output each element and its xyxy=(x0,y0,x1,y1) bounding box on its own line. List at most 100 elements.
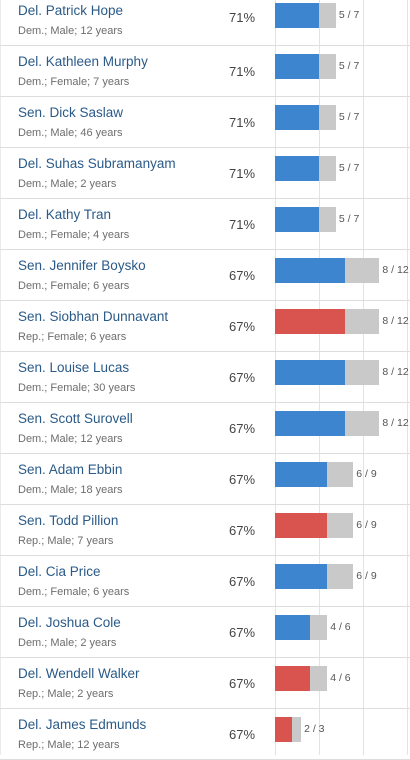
vote-bar-track xyxy=(275,717,302,742)
legislator-name-link[interactable]: Del. Suhas Subramanyam xyxy=(18,156,176,171)
vote-bar-fill xyxy=(275,3,319,28)
list-left-border xyxy=(0,0,1,755)
vote-bar-fill xyxy=(275,105,319,130)
legislator-details: Dem.; Male; 46 years xyxy=(18,127,123,139)
list-item[interactable]: Sen. Scott Surovell Dem.; Male; 12 years 6… xyxy=(0,403,410,454)
legislator-details: Dem.; Male; 12 years xyxy=(18,433,123,445)
list-item[interactable]: Del. Cia Price Dem.; Female; 6 years 67% 6 … xyxy=(0,556,410,607)
list-item[interactable]: Sen. Adam Ebbin Dem.; Male; 18 years 67% 6 … xyxy=(0,454,410,505)
legislator-details: Dem.; Male; 2 years xyxy=(18,178,117,190)
list-item[interactable]: Del. James Edmunds Rep.; Male; 12 years 67… xyxy=(0,709,410,760)
agreement-percent: 71% xyxy=(229,166,256,181)
vote-bar-track xyxy=(275,258,380,283)
vote-bar-fill xyxy=(275,258,345,283)
legislator-details: Rep.; Male; 7 years xyxy=(18,535,114,547)
legislator-details: Dem.; Female; 7 years xyxy=(18,76,130,88)
legislator-details: Dem.; Male; 2 years xyxy=(18,637,117,649)
agreement-percent: 71% xyxy=(229,10,256,25)
list-item[interactable]: Sen. Jennifer Boysko Dem.; Female; 6 year… xyxy=(0,250,410,301)
list-item[interactable]: Sen. Louise Lucas Dem.; Female; 30 years 6… xyxy=(0,352,410,403)
vote-bar-fill xyxy=(275,666,310,691)
vote-bar-track xyxy=(275,105,336,130)
list-item[interactable]: Sen. Todd Pillion Rep.; Male; 7 years 67% 6… xyxy=(0,505,410,556)
agreement-percent: 67% xyxy=(229,319,256,334)
list-item[interactable]: Del. Suhas Subramanyam Dem.; Male; 2 year… xyxy=(0,148,410,199)
legislator-name-link[interactable]: Sen. Jennifer Boysko xyxy=(18,258,146,273)
legislator-details: Dem.; Female; 30 years xyxy=(18,382,136,394)
legislator-name-link[interactable]: Del. Wendell Walker xyxy=(18,666,140,681)
legislator-name-link[interactable]: Sen. Todd Pillion xyxy=(18,513,119,528)
legislator-details: Dem.; Female; 4 years xyxy=(18,229,130,241)
agreement-percent: 71% xyxy=(229,115,256,130)
vote-fraction: 6 / 9 xyxy=(356,570,377,582)
legislator-details: Dem.; Male; 18 years xyxy=(18,484,123,496)
vote-bar-fill xyxy=(275,615,310,640)
vote-bar-track xyxy=(275,411,380,436)
legislator-name-link[interactable]: Del. James Edmunds xyxy=(18,717,147,732)
vote-bar-fill xyxy=(275,360,345,385)
vote-bar-track xyxy=(275,666,328,691)
list-item[interactable]: Del. Kathy Tran Dem.; Female; 4 years 71% 5… xyxy=(0,199,410,250)
list-item[interactable]: Del. Patrick Hope Dem.; Male; 12 years 71%… xyxy=(0,0,410,46)
agreement-percent: 67% xyxy=(229,268,256,283)
vote-fraction: 4 / 6 xyxy=(330,672,351,684)
agreement-percent: 67% xyxy=(229,370,256,385)
vote-bar-fill xyxy=(275,54,319,79)
legislator-name-link[interactable]: Del. Patrick Hope xyxy=(18,3,124,18)
legislator-details: Rep.; Female; 6 years xyxy=(18,331,127,343)
vote-bar-fill xyxy=(275,207,319,232)
agreement-percent: 67% xyxy=(229,676,256,691)
legislator-name-link[interactable]: Sen. Louise Lucas xyxy=(18,360,130,375)
vote-fraction: 8 / 12 xyxy=(382,315,409,327)
vote-bar-fill xyxy=(275,411,345,436)
vote-fraction: 5 / 7 xyxy=(338,162,360,174)
legislator-details: Rep.; Male; 2 years xyxy=(18,688,114,700)
vote-bar-track xyxy=(275,3,336,28)
vote-bar-track xyxy=(275,615,328,640)
vote-bar-track xyxy=(275,564,354,589)
agreement-percent: 67% xyxy=(229,574,256,589)
list-item[interactable]: Sen. Siobhan Dunnavant Rep.; Female; 6 ye… xyxy=(0,301,410,352)
vote-bar-track xyxy=(275,54,336,79)
legislator-name-link[interactable]: Sen. Adam Ebbin xyxy=(18,462,123,477)
vote-bar-track xyxy=(275,513,354,538)
agreement-percent: 71% xyxy=(229,64,256,79)
list-item[interactable]: Sen. Dick Saslaw Dem.; Male; 46 years 71% 5… xyxy=(0,97,410,148)
legislator-name-link[interactable]: Del. Joshua Cole xyxy=(18,615,121,630)
vote-fraction: 4 / 6 xyxy=(330,621,351,633)
vote-bar-track xyxy=(275,360,380,385)
legislator-name-link[interactable]: Del. Kathy Tran xyxy=(18,207,112,222)
list-item[interactable]: Del. Kathleen Murphy Dem.; Female; 7 year… xyxy=(0,46,410,97)
legislator-details: Dem.; Male; 12 years xyxy=(18,25,123,37)
agreement-percent: 67% xyxy=(229,523,256,538)
legislator-name-link[interactable]: Sen. Siobhan Dunnavant xyxy=(18,309,169,324)
agreement-percent: 67% xyxy=(229,421,256,436)
agreement-percent: 71% xyxy=(229,217,256,232)
legislator-details: Dem.; Female; 6 years xyxy=(18,280,130,292)
vote-bar-fill xyxy=(275,309,345,334)
vote-fraction: 8 / 12 xyxy=(382,366,409,378)
list-item[interactable]: Del. Wendell Walker Rep.; Male; 2 years 67… xyxy=(0,658,410,709)
vote-fraction: 6 / 9 xyxy=(356,519,377,531)
legislator-name-link[interactable]: Sen. Scott Surovell xyxy=(18,411,133,426)
vote-fraction: 2 / 3 xyxy=(304,723,325,735)
vote-bar-track xyxy=(275,156,336,181)
legislator-name-link[interactable]: Del. Cia Price xyxy=(18,564,101,579)
vote-fraction: 5 / 7 xyxy=(338,60,360,72)
vote-bar-fill xyxy=(275,513,328,538)
agreement-percent: 67% xyxy=(229,472,256,487)
vote-fraction: 8 / 12 xyxy=(382,264,409,276)
vote-fraction: 8 / 12 xyxy=(382,417,409,429)
vote-fraction: 5 / 7 xyxy=(338,111,360,123)
legislator-details: Dem.; Female; 6 years xyxy=(18,586,130,598)
vote-bar-fill xyxy=(275,462,328,487)
vote-bar-fill xyxy=(275,564,328,589)
agreement-percent: 67% xyxy=(229,625,256,640)
legislator-name-link[interactable]: Del. Kathleen Murphy xyxy=(18,54,148,69)
agreement-percent: 67% xyxy=(229,727,256,742)
legislator-name-link[interactable]: Sen. Dick Saslaw xyxy=(18,105,124,120)
vote-fraction: 5 / 7 xyxy=(338,9,360,21)
vote-bar-track xyxy=(275,309,380,334)
list-item[interactable]: Del. Joshua Cole Dem.; Male; 2 years 67% 4 … xyxy=(0,607,410,658)
